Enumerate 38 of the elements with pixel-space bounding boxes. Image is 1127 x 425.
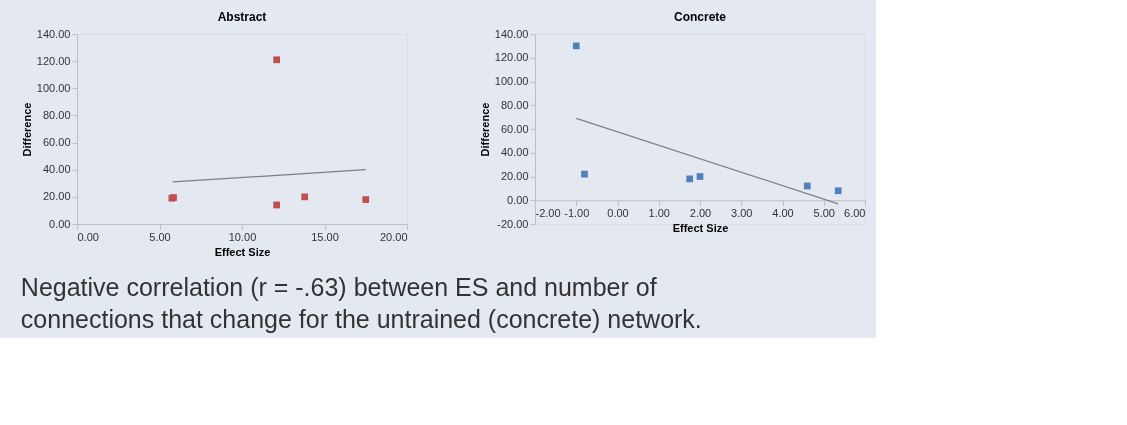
text: Negative correlation (r = -.63) between ES and number of connections that change for the untrained (concrete) network. [20,272,702,333]
x-tick-label: 20.00 [379,230,408,243]
x-axis-title: Effect Size [214,245,271,258]
x-tick-label: -2.00 [535,206,561,219]
x-tick-label: 4.00 [772,206,794,219]
x-tick-label: 2.00 [689,206,712,219]
y-tick-label: 100.00 [36,81,71,94]
x-tick-label: 0.00 [607,206,629,219]
x-tick-label: 0.00 [77,230,99,243]
x-tick-label: 6.00 [844,206,866,219]
y-tick-label: 20.00 [42,190,71,203]
x-tick-label: 10.00 [228,230,257,243]
chart-title: Abstract [217,10,267,24]
chart-title: Concrete [673,10,727,24]
y-tick-label: 140.00 [36,27,71,40]
x-tick-label: -1.00 [564,206,590,219]
x-tick-label: 5.00 [149,230,171,243]
y-tick-label: 120.00 [36,54,71,67]
y-tick-label: 40.00 [42,163,71,176]
y-axis-title: Difference [20,102,33,157]
y-tick-label: -20.00 [497,217,529,230]
y-axis-title: Difference [478,102,491,157]
y-tick-label: 60.00 [500,122,529,135]
y-tick-label: 120.00 [494,51,529,64]
y-tick-label: 80.00 [500,98,529,111]
x-tick-label: 5.00 [813,206,835,219]
y-tick-label: 40.00 [500,146,529,159]
y-tick-label: 0.00 [49,217,71,230]
y-tick-label: 0.00 [507,193,529,206]
x-tick-label: 15.00 [311,230,339,243]
y-tick-label: 20.00 [500,170,529,182]
y-tick-label: 80.00 [42,108,71,121]
x-axis-title: Effect Size [672,221,729,234]
y-tick-label: 100.00 [494,75,529,87]
y-tick-label: 60.00 [42,136,71,149]
y-tick-label: 140.00 [494,27,529,40]
x-tick-label: 3.00 [731,206,753,219]
x-tick-label: 1.00 [648,206,670,219]
